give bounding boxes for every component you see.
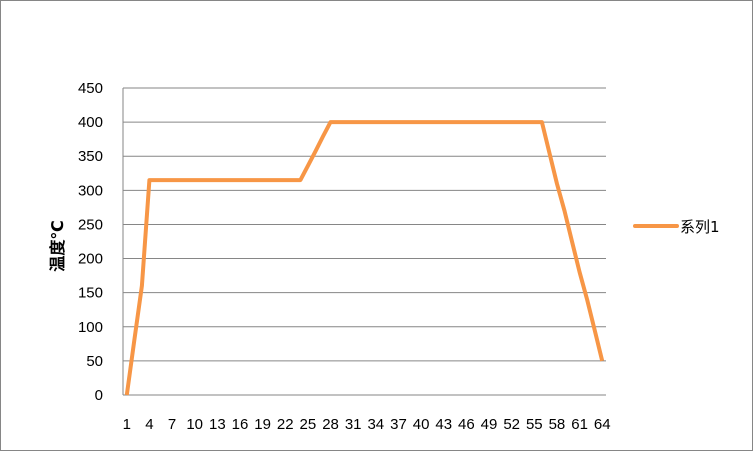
legend-label: 系列1 (680, 218, 720, 236)
y-tick-label: 50 (86, 353, 103, 370)
y-tick-label: 400 (78, 114, 103, 131)
x-tick-label: 58 (549, 416, 566, 433)
x-tick-label: 22 (277, 416, 294, 433)
x-tick-label: 37 (390, 416, 407, 433)
y-tick-label: 150 (78, 285, 103, 302)
legend: 系列1 (633, 218, 720, 236)
x-tick-label: 40 (413, 416, 430, 433)
y-tick-label: 200 (78, 251, 103, 268)
x-tick-label: 13 (209, 416, 226, 433)
x-tick-label: 28 (322, 416, 339, 433)
x-tick-label: 7 (168, 416, 176, 433)
x-tick-label: 55 (526, 416, 543, 433)
series-lines (124, 120, 605, 396)
x-tick-label: 16 (232, 416, 249, 433)
x-tick-label: 1 (123, 416, 131, 433)
y-axis-label: 温度℃ (48, 220, 67, 272)
x-tick-label: 25 (300, 416, 317, 433)
y-tick-label: 250 (78, 216, 103, 233)
x-tick-label: 61 (571, 416, 588, 433)
x-tick-label: 64 (594, 416, 611, 433)
x-tick-label: 49 (481, 416, 498, 433)
y-tick-label: 0 (95, 387, 103, 404)
y-tick-label: 100 (78, 319, 103, 336)
x-tick-label: 19 (254, 416, 271, 433)
x-tick-label: 52 (503, 416, 520, 433)
y-tick-label: 300 (78, 182, 103, 199)
y-axis-ticks: 0 50 100 150 200 250 300 350 400 450 (78, 80, 103, 404)
y-tick-label: 350 (78, 148, 103, 165)
x-tick-label: 10 (186, 416, 203, 433)
y-tick-label: 450 (78, 80, 103, 97)
x-tick-label: 34 (367, 416, 384, 433)
x-tick-label: 43 (435, 416, 452, 433)
x-axis-ticks: 1 4 7 10 13 16 19 22 25 28 31 34 37 40 43 46 49 52 55 58 61 6… (123, 416, 611, 433)
series-line (124, 120, 605, 396)
x-tick-label: 46 (458, 416, 475, 433)
x-tick-label: 31 (345, 416, 362, 433)
gridlines (122, 87, 606, 396)
x-tick-label: 4 (145, 416, 153, 433)
